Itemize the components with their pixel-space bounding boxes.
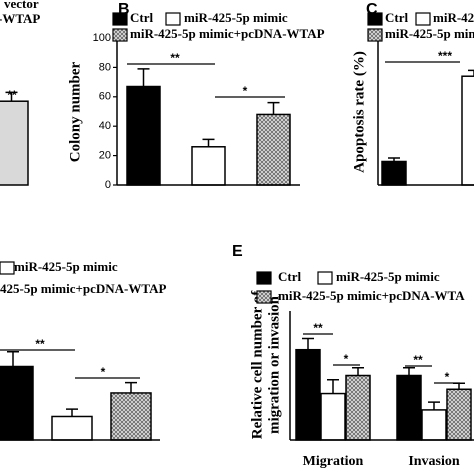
error-bar	[468, 69, 474, 77]
y-tick-label: 100	[93, 32, 111, 44]
y-axis-label: Relative cell number of	[249, 290, 265, 439]
significance-mark: *	[243, 84, 248, 98]
error-bar	[137, 68, 150, 87]
legend-label: -WTAP	[0, 11, 40, 26]
legend-swatch	[256, 271, 272, 285]
significance-mark: **	[7, 88, 17, 102]
error-bar	[125, 381, 137, 393]
error-bar	[267, 101, 280, 115]
panel-label: E	[232, 243, 243, 260]
error-bar	[66, 408, 78, 417]
error-bar	[5, 91, 18, 102]
error-bar	[352, 367, 364, 376]
legend-swatch	[367, 28, 383, 42]
legend-label: miR-425-5p mimic+pcDNA-WTAP	[130, 26, 325, 41]
significance-mark: **	[35, 337, 45, 351]
error-bar	[403, 367, 415, 376]
y-tick-label: 80	[99, 61, 111, 73]
significance-mark: **	[170, 51, 180, 65]
y-tick-label: 60	[99, 91, 111, 103]
y-tick-label: 0	[105, 179, 111, 191]
legend-label: 425-5p mimic+pcDNA-WTAP	[0, 281, 166, 296]
bar	[446, 388, 472, 441]
legend-label: Ctrl	[385, 10, 408, 25]
legend-swatch	[415, 12, 431, 26]
bar	[126, 85, 161, 186]
y-axis-label: migration or invasion	[266, 295, 282, 434]
bar	[396, 374, 422, 441]
x-tick-label: Migration	[303, 454, 364, 469]
error-bar	[302, 337, 314, 350]
legend-swatch	[317, 271, 333, 285]
legend-swatch	[0, 261, 15, 275]
error-bar	[428, 401, 440, 410]
error-bar	[7, 351, 19, 367]
legend-swatch	[367, 12, 383, 26]
legend-swatch	[112, 12, 128, 26]
legend-swatch	[256, 290, 272, 304]
bar	[0, 100, 29, 186]
error-bar	[327, 379, 339, 394]
significance-mark: **	[313, 321, 323, 335]
legend-label: miR-425-5p mimic	[336, 269, 440, 284]
bar	[421, 409, 447, 441]
legend-label: miR-425-5p	[433, 10, 474, 25]
bar	[256, 113, 291, 186]
error-bar	[453, 382, 465, 390]
significance-mark: **	[413, 353, 423, 367]
x-tick-label: Invasion	[408, 454, 460, 469]
error-bar	[202, 138, 215, 147]
legend-label: miR-425-5p mimic	[184, 10, 288, 25]
panel-label: B	[118, 1, 130, 18]
legend-label: miR-425-5p mimic	[14, 259, 118, 274]
bar	[191, 146, 226, 186]
legend-label: vector	[4, 0, 39, 11]
legend-label: Ctrl	[278, 269, 301, 284]
significance-mark: ***	[438, 49, 452, 63]
bar	[320, 392, 346, 441]
legend-label: Ctrl	[130, 10, 153, 25]
bar	[110, 392, 152, 441]
legend-swatch	[112, 28, 128, 42]
bar	[381, 160, 407, 186]
bar	[345, 374, 371, 441]
bar	[51, 415, 93, 441]
legend-swatch	[165, 12, 181, 26]
bar	[0, 365, 34, 441]
significance-mark: *	[445, 370, 450, 384]
bar	[295, 348, 321, 441]
significance-mark: *	[344, 352, 349, 366]
legend-label: miR-425-5p mimic+pcDNA-WTA	[278, 288, 465, 303]
y-axis-label: Apoptosis rate (%)	[351, 51, 367, 173]
significance-mark: *	[101, 365, 106, 379]
legend-label: miR-425-5p mimic	[385, 26, 474, 41]
y-tick-label: 40	[99, 120, 111, 132]
y-axis-label: Colony number	[67, 61, 83, 162]
bar	[461, 75, 474, 186]
y-tick-label: 20	[99, 150, 111, 162]
